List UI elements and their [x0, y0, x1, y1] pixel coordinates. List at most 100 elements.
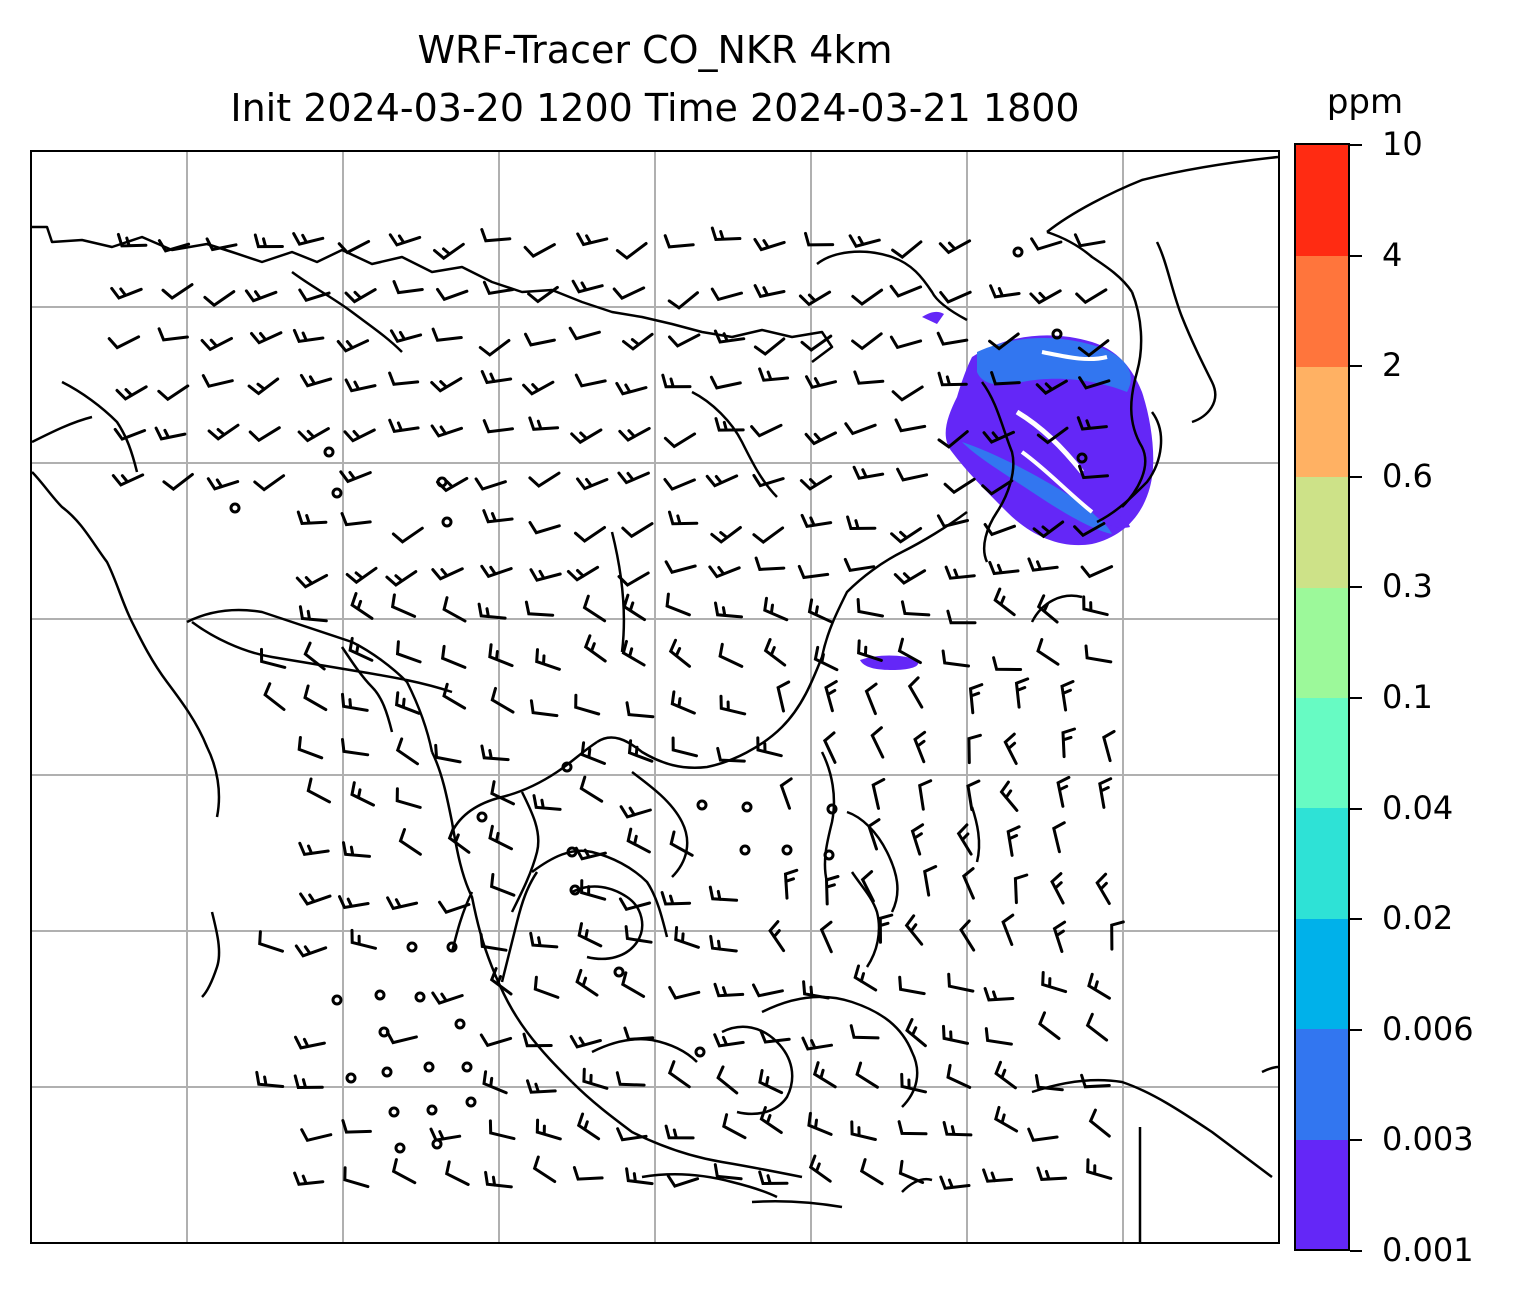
- chart-title-line1: WRF-Tracer CO_NKR 4km: [417, 28, 893, 72]
- wind-barb: [894, 418, 927, 433]
- wind-barb: [480, 564, 513, 579]
- wind-barb: [576, 477, 609, 491]
- wind-barb: [1060, 680, 1075, 712]
- calm-wind-marker: [1076, 452, 1088, 464]
- wind-barb: [664, 1124, 695, 1140]
- colorbar-segment: [1296, 697, 1348, 809]
- colorbar-tick: [1350, 475, 1362, 478]
- wind-barb: [350, 781, 375, 807]
- wind-barb: [668, 510, 699, 526]
- calm-wind-marker: [569, 884, 581, 896]
- wind-barb: [1006, 825, 1021, 857]
- wind-barb: [625, 1167, 654, 1186]
- wind-barb: [298, 605, 328, 623]
- wind-barb: [905, 1018, 927, 1048]
- wind-barb: [959, 919, 976, 952]
- wind-barb: [341, 738, 370, 757]
- wind-barb: [574, 373, 607, 388]
- wind-barb: [206, 477, 240, 491]
- calm-wind-marker: [381, 1066, 393, 1078]
- wind-barb: [983, 523, 1016, 537]
- wind-barb: [438, 900, 471, 914]
- wind-barb: [718, 642, 744, 668]
- wind-barb: [660, 891, 692, 906]
- wind-barb: [303, 641, 326, 671]
- wind-barb: [844, 422, 877, 436]
- wind-barb: [714, 417, 745, 432]
- wind-barb: [615, 381, 648, 396]
- wind-barb: [618, 426, 651, 442]
- calm-wind-marker: [394, 1142, 406, 1154]
- wind-barb: [583, 634, 607, 663]
- wind-barb: [260, 647, 287, 669]
- calm-wind-marker: [378, 1026, 390, 1038]
- wind-barb: [626, 827, 651, 854]
- wind-barb: [535, 648, 561, 671]
- colorbar-tick-label: 0.3: [1382, 567, 1433, 606]
- wind-barb: [110, 286, 143, 300]
- calm-wind-marker: [461, 1061, 473, 1073]
- wind-barb: [348, 636, 374, 662]
- wind-barb: [391, 526, 424, 544]
- wind-barb: [490, 780, 515, 806]
- wind-barb: [982, 430, 1015, 444]
- wind-barb: [856, 598, 884, 618]
- wind-barb: [1036, 594, 1059, 624]
- wind-barb: [709, 375, 742, 390]
- wind-barb: [860, 870, 875, 903]
- wind-barb: [526, 1079, 557, 1094]
- wind-barb: [572, 1166, 604, 1181]
- calm-wind-marker: [446, 941, 458, 953]
- wind-barb: [853, 964, 878, 992]
- wind-barb: [338, 895, 370, 910]
- wind-barb: [1085, 1012, 1109, 1042]
- wind-barb: [490, 686, 515, 714]
- wind-barb: [386, 896, 419, 911]
- wind-barb: [801, 1036, 833, 1051]
- calm-wind-marker: [323, 446, 335, 458]
- wind-barb: [993, 587, 1016, 617]
- wind-barb: [532, 794, 562, 811]
- wind-barb: [621, 522, 654, 539]
- wind-barb: [797, 564, 830, 580]
- wind-barb: [710, 287, 743, 302]
- wind-barb: [1041, 971, 1068, 994]
- wind-barb: [913, 730, 927, 764]
- colorbar-tick: [1350, 1250, 1362, 1252]
- wind-barb: [802, 980, 830, 1000]
- wind-barb: [390, 593, 417, 618]
- wind-barb: [391, 1158, 417, 1185]
- wind-barb: [205, 237, 238, 252]
- wind-barb: [161, 283, 194, 300]
- wind-barb: [395, 787, 422, 809]
- calm-wind-marker: [465, 1096, 477, 1108]
- wind-barb: [480, 228, 512, 243]
- wind-barb: [716, 1065, 739, 1095]
- wind-barb: [999, 780, 1019, 812]
- wind-barb: [944, 565, 976, 580]
- calm-wind-marker: [561, 761, 573, 773]
- wind-barb: [937, 430, 969, 449]
- wind-barb: [294, 1035, 326, 1050]
- wind-barb: [482, 419, 514, 434]
- wind-barb: [618, 897, 652, 912]
- colorbar-tick-label: 10: [1382, 125, 1423, 163]
- wind-barb: [904, 914, 924, 946]
- wind-barb: [576, 1112, 601, 1141]
- wind-barb: [1027, 557, 1059, 572]
- wind-barb: [299, 892, 332, 906]
- wind-barb: [710, 226, 742, 242]
- calm-wind-marker: [741, 801, 753, 813]
- wind-barb: [528, 471, 561, 488]
- wind-barb: [625, 701, 655, 719]
- wind-barb: [824, 875, 840, 906]
- calm-wind-marker: [331, 487, 343, 499]
- wind-barb: [667, 291, 699, 310]
- wind-barb: [710, 526, 742, 544]
- calm-wind-marker: [423, 1061, 435, 1073]
- wind-barb: [753, 284, 786, 299]
- calm-wind-marker: [406, 941, 418, 953]
- colorbar-tick-label: 4: [1382, 235, 1403, 274]
- wind-barb: [431, 991, 464, 1005]
- wind-barb: [982, 1168, 1013, 1183]
